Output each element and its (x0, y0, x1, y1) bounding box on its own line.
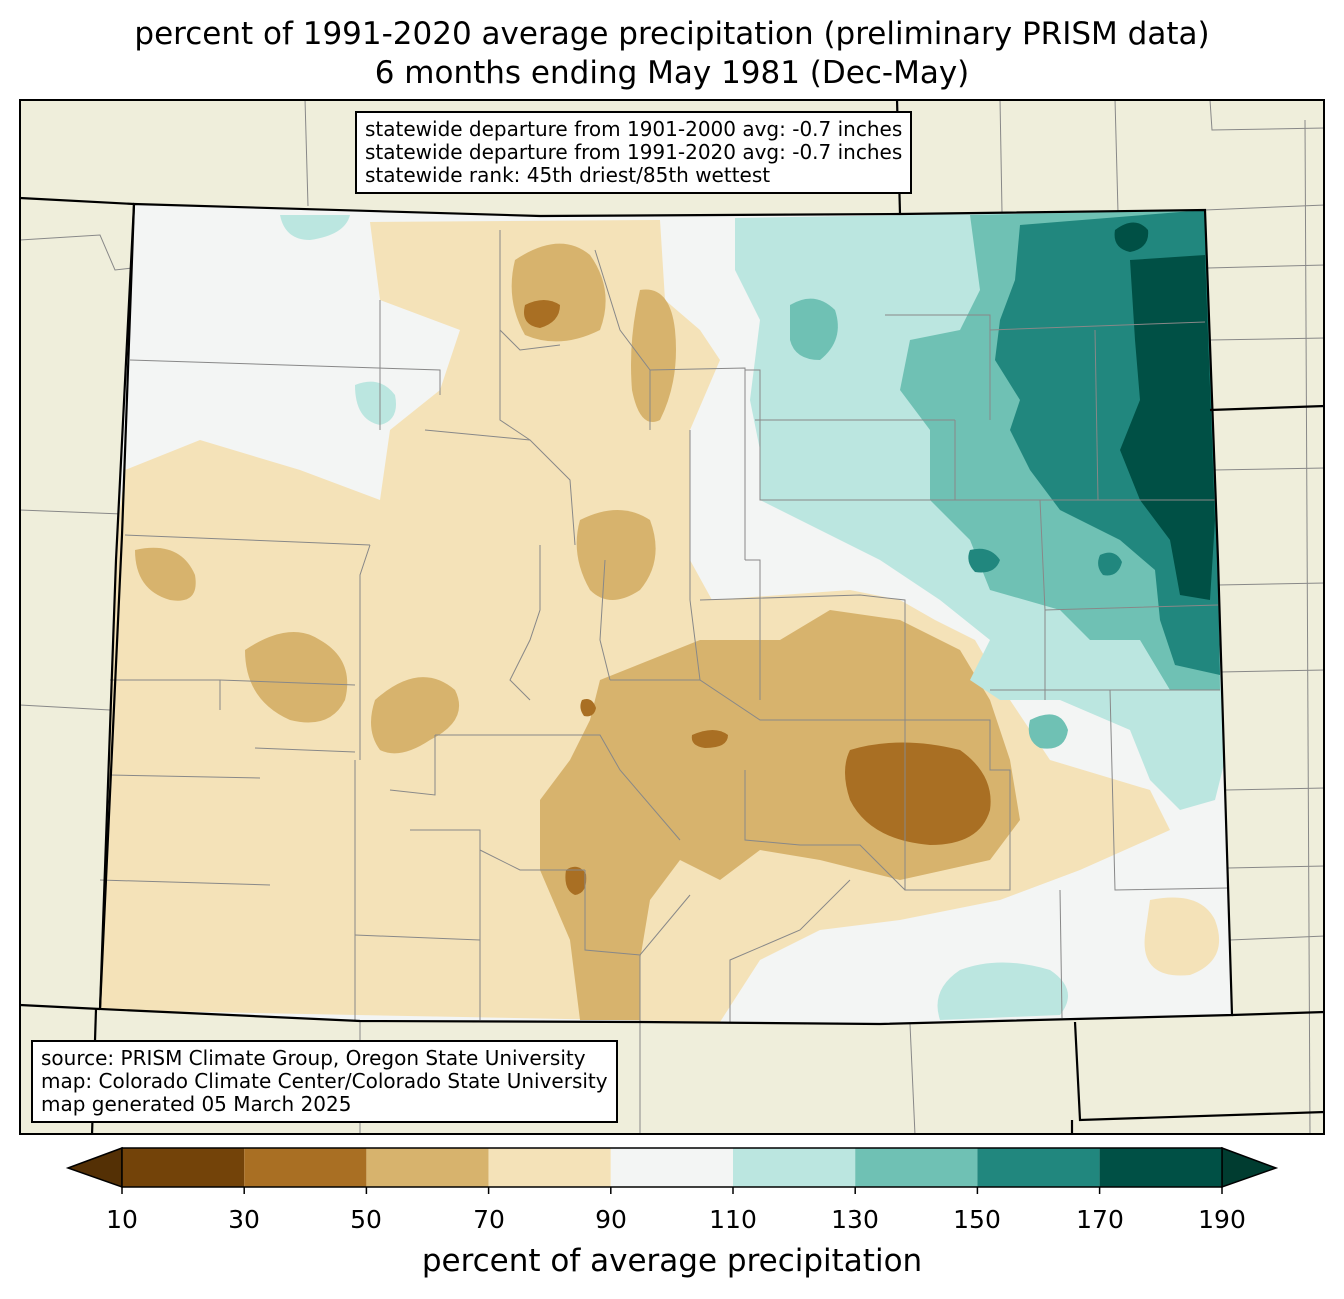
band-110-130-south (937, 962, 1068, 1020)
source-generated-date: map generated 05 March 2025 (41, 1092, 352, 1116)
band-50-70-west3 (135, 547, 196, 601)
band-30-50-north (524, 300, 560, 328)
band-50-70-ridge (631, 289, 676, 422)
colorbar-tick-label: 170 (1076, 1205, 1124, 1234)
colorbar-bin-70-90 (488, 1148, 611, 1187)
band-30-50-mid (580, 699, 596, 717)
colorbar-bin-50-70 (366, 1148, 489, 1187)
colorbar-tick-label: 150 (953, 1205, 1001, 1234)
precipitation-map (19, 99, 1325, 1135)
band-30-50-southeast (845, 742, 991, 845)
band-50-70-west2 (371, 677, 460, 754)
colorbar-bin-110-130 (733, 1148, 856, 1187)
band-110-130-top (280, 215, 350, 240)
colorbar-bin-130-150 (855, 1148, 978, 1187)
colorbar-bin-90-110 (610, 1148, 733, 1187)
state-borders (19, 99, 1325, 1135)
band-30-50-south (565, 866, 587, 895)
map-subtitle: 6 months ending May 1981 (Dec-May) (374, 55, 970, 91)
band-170-190-n (1114, 222, 1149, 252)
band-130-150-east (1028, 714, 1068, 749)
colorbar-tick-label: 190 (1198, 1205, 1246, 1234)
band-50-70-north (511, 243, 606, 342)
colorbar-tick-label: 30 (228, 1205, 260, 1234)
stat-departure-1991-2020: statewide departure from 1991-2020 avg: … (365, 140, 903, 164)
band-50-70-central (576, 510, 656, 600)
county-lines (99, 230, 1229, 1022)
colorbar (65, 1146, 1279, 1194)
band-150-170-m (1098, 552, 1122, 576)
colorbar-bin-150-170 (977, 1148, 1100, 1187)
map-frame (19, 99, 1325, 1135)
source-box: source: PRISM Climate Group, Oregon Stat… (31, 1040, 618, 1123)
band-150-170-w (968, 548, 1000, 573)
colorbar-bin-10-30 (122, 1148, 245, 1187)
colorbar-tick-label: 130 (831, 1205, 879, 1234)
source-prism: source: PRISM Climate Group, Oregon Stat… (41, 1046, 586, 1070)
colorbar-tick-marks (121, 1187, 1223, 1194)
band-130-150-nw (790, 298, 838, 360)
colorbar-tick-label: 70 (473, 1205, 505, 1234)
band-50-70-west1 (245, 632, 348, 723)
statewide-stats-box: statewide departure from 1901-2000 avg: … (355, 111, 913, 194)
colorbar-frame (121, 1147, 1223, 1188)
map-title: percent of 1991-2020 average precipitati… (134, 16, 1210, 52)
band-70-90-east (1144, 897, 1220, 976)
band-50-70 (540, 610, 1020, 1020)
source-map-credit: map: Colorado Climate Center/Colorado St… (41, 1069, 608, 1093)
colorbar-tick-label: 10 (106, 1205, 138, 1234)
stat-departure-1901-2000: statewide departure from 1901-2000 avg: … (365, 117, 903, 141)
neighbor-county-lines (19, 99, 1325, 1135)
colorbar-bin-170-190 (1099, 1148, 1222, 1187)
colorbar-tick-label: 110 (709, 1205, 757, 1234)
precip-field (100, 204, 1232, 1024)
colorbar-over-arrow (1221, 1146, 1279, 1189)
band-110-130-nw (355, 381, 396, 425)
colorbar-label: percent of average precipitation (421, 1243, 923, 1279)
colorbar-tick-label: 50 (350, 1205, 382, 1234)
colorbar-tick-label: 90 (595, 1205, 627, 1234)
colorbar-bin-30-50 (244, 1148, 367, 1187)
band-30-50-central (691, 730, 728, 748)
stat-rank: statewide rank: 45th driest/85th wettest (365, 163, 771, 187)
colorbar-under-arrow (65, 1146, 123, 1189)
band-170-190 (1120, 255, 1215, 600)
